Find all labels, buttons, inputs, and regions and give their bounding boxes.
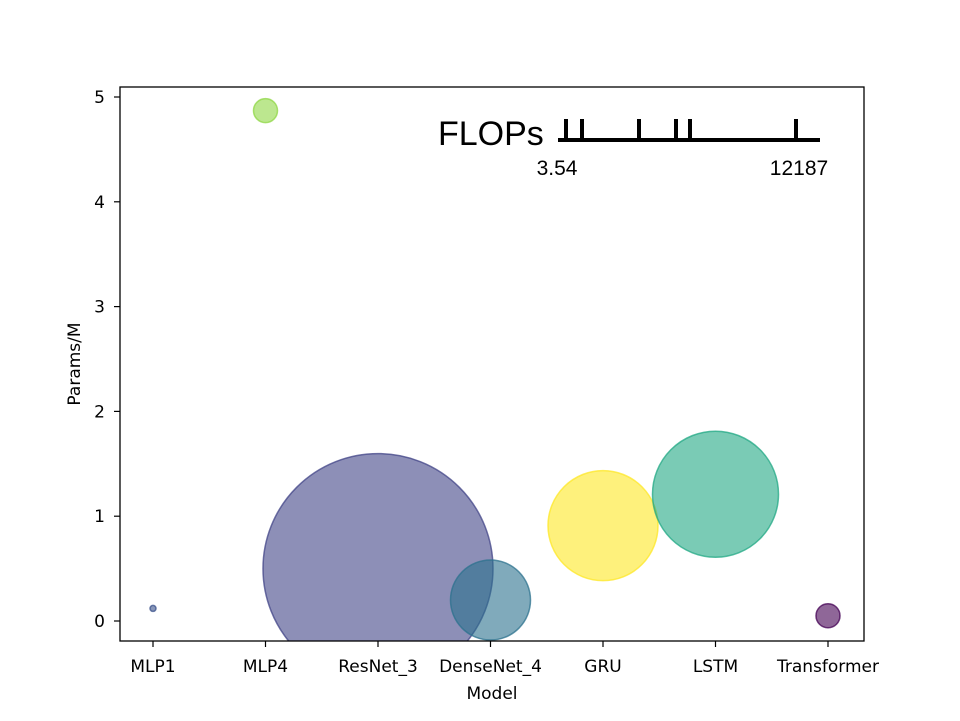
y-tick-label: 4 <box>94 193 105 213</box>
bubble-transformer <box>815 603 841 629</box>
bubble-resnet-3 <box>262 452 494 641</box>
x-axis-ticks: MLP1 MLP4 ResNet_3 DenseNet_4 GRU LSTM Transfo… <box>130 641 879 677</box>
x-axis-label: Model <box>466 684 517 704</box>
y-axis-ticks: 0 1 2 3 4 5 <box>94 88 120 632</box>
size-legend: FLOPs 3.54 12187 <box>438 115 828 180</box>
x-tick-label: ResNet_3 <box>338 657 418 677</box>
y-tick-label: 5 <box>94 88 105 108</box>
y-tick-label: 0 <box>94 612 105 632</box>
bubble-gru <box>547 469 659 582</box>
x-tick-label: MLP1 <box>130 657 175 677</box>
x-tick-label: Transformer <box>776 657 879 677</box>
bubble-densenet-4 <box>449 559 532 641</box>
y-tick-label: 1 <box>94 507 105 527</box>
y-tick-label: 3 <box>94 298 105 318</box>
bubbles-layer <box>149 97 841 641</box>
x-tick-label: LSTM <box>693 657 738 677</box>
bubble-lstm <box>651 430 780 558</box>
size-legend-min-label: 3.54 <box>537 157 578 180</box>
bubble-mlp1 <box>149 604 157 613</box>
bubble-mlp4 <box>252 97 279 124</box>
y-tick-label: 2 <box>94 402 105 422</box>
x-tick-label: GRU <box>584 657 621 677</box>
size-legend-ticks <box>564 119 798 140</box>
size-legend-max-label: 12187 <box>770 157 828 180</box>
size-legend-title: FLOPs <box>438 115 544 153</box>
x-tick-label: DenseNet_4 <box>439 657 542 677</box>
y-axis-label: Params/M <box>65 322 85 405</box>
plot-frame <box>119 86 865 642</box>
x-tick-label: MLP4 <box>243 657 288 677</box>
